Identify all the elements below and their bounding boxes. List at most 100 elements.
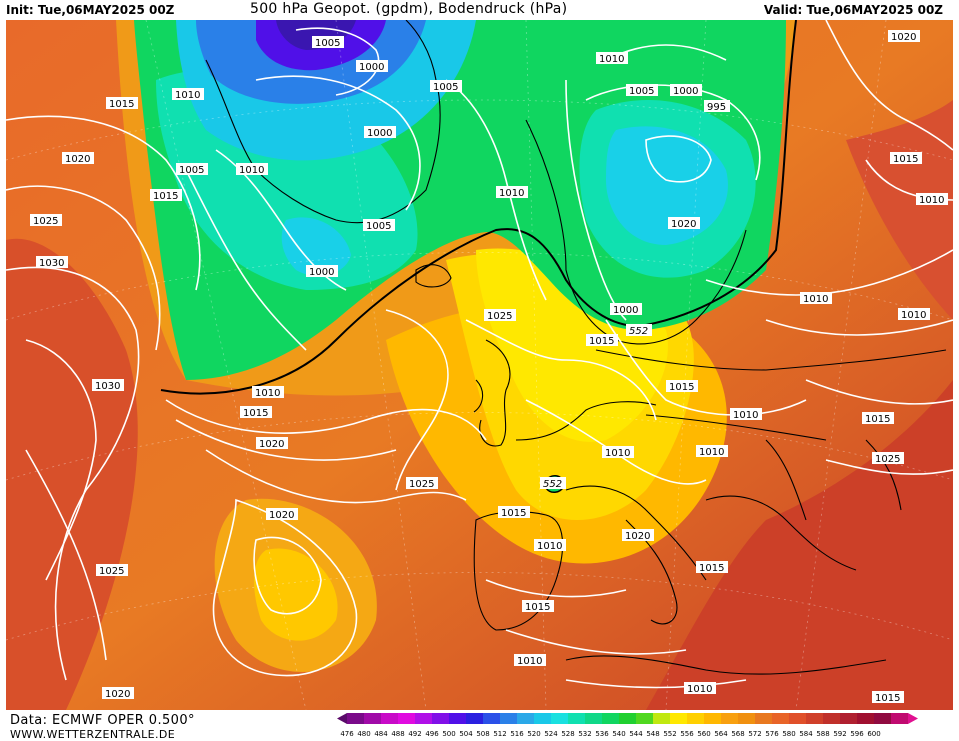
colorbar-tick-labels: 476 480 484 488 492 496 500 504 508 512 516 520 524 5… (340, 730, 880, 738)
isobar-label: 1005 (176, 163, 208, 176)
colorbar-tick-label: 480 (357, 730, 370, 738)
isobar-label: 1015 (240, 406, 272, 419)
colorbar-left-arrow (337, 713, 347, 724)
colorbar-swatch (772, 713, 789, 724)
colorbar-swatch (364, 713, 381, 724)
isobar-label: 1025 (484, 309, 516, 322)
colorbar-swatch (636, 713, 653, 724)
colorbar-tick-label: 532 (578, 730, 591, 738)
colorbar-swatch (874, 713, 891, 724)
svg-text:1000: 1000 (359, 62, 384, 73)
colorbar-tick-label: 492 (408, 730, 421, 738)
colorbar-tick-label: 516 (510, 730, 524, 738)
colorbar-swatch (449, 713, 466, 724)
colorbar-swatch (823, 713, 840, 724)
svg-text:1010: 1010 (687, 684, 712, 695)
isobar-label: 1015 (666, 380, 698, 393)
isobar-label: 1010 (496, 186, 528, 199)
isobar-label: 1015 (106, 97, 138, 110)
isobar-label: 1010 (800, 292, 832, 305)
svg-text:1010: 1010 (517, 656, 542, 667)
contour-552-north (160, 20, 797, 395)
colorbar-tick-label: 556 (680, 730, 694, 738)
colorbar-tick-label: 540 (612, 730, 625, 738)
svg-text:1020: 1020 (671, 219, 696, 230)
colorbar-swatch (891, 713, 908, 724)
colorbar-tick-label: 548 (646, 730, 659, 738)
map-canvas: 1005 1000 1010 1005 1000 1015 1010 1005 … (6, 20, 953, 710)
colorbar-swatch (619, 713, 636, 724)
isobar-label: 1015 (586, 334, 618, 347)
isobar-label: 1025 (406, 477, 438, 490)
colorbar-tick-label: 520 (527, 730, 540, 738)
colorbar-swatch (432, 713, 449, 724)
isobar-label: 1005 (363, 219, 395, 232)
svg-text:1000: 1000 (367, 128, 392, 139)
colorbar-tick-label: 568 (731, 730, 744, 738)
svg-text:1015: 1015 (243, 408, 268, 419)
svg-text:1015: 1015 (865, 414, 890, 425)
isobar-label: 1020 (888, 30, 920, 43)
colorbar-swatch (415, 713, 432, 724)
colorbar-tick-label: 592 (833, 730, 846, 738)
isobar-label: 1000 (356, 60, 388, 73)
colorbar-tick-label: 552 (663, 730, 676, 738)
colorbar-swatch (704, 713, 721, 724)
svg-text:1010: 1010 (733, 410, 758, 421)
isobar-label: 1005 (430, 80, 462, 93)
colorbar-swatch (534, 713, 551, 724)
isobar-label: 1025 (30, 214, 62, 227)
isobar-label: 1005 (626, 84, 658, 97)
colorbar-swatches (337, 713, 918, 724)
colorbar-tick-label: 500 (442, 730, 455, 738)
isobar-label: 1020 (256, 437, 288, 450)
colorbar-tick-label: 508 (476, 730, 489, 738)
isobar-label: 1010 (252, 386, 284, 399)
isobar-label: 552 (540, 477, 566, 490)
website-link[interactable]: WWW.WETTERZENTRALE.DE (10, 728, 176, 741)
isobar-label: 1030 (92, 379, 124, 392)
colorbar-tick-label: 484 (374, 730, 388, 738)
svg-text:1010: 1010 (599, 54, 624, 65)
isobar-label: 1010 (916, 193, 948, 206)
isobar-label: 1010 (898, 308, 930, 321)
isobar-label: 1015 (150, 189, 182, 202)
svg-text:1025: 1025 (875, 454, 900, 465)
colorbar-swatch (840, 713, 857, 724)
svg-text:1005: 1005 (366, 221, 391, 232)
svg-text:1020: 1020 (105, 689, 130, 700)
svg-text:1025: 1025 (99, 566, 124, 577)
svg-text:1005: 1005 (629, 86, 654, 97)
svg-text:1005: 1005 (179, 165, 204, 176)
svg-text:1010: 1010 (605, 448, 630, 459)
colorbar-right-arrow (908, 713, 918, 724)
svg-text:1025: 1025 (409, 479, 434, 490)
colorbar-legend: 476 480 484 488 492 496 500 504 508 512 516 520 524 5… (337, 713, 918, 738)
isobar-label: 1015 (862, 412, 894, 425)
isobar-label: 1000 (306, 265, 338, 278)
field-red-east (846, 100, 953, 320)
colorbar-tick-label: 588 (816, 730, 829, 738)
colorbar-swatch (687, 713, 704, 724)
colorbar-tick-label: 528 (561, 730, 574, 738)
svg-text:1025: 1025 (487, 311, 512, 322)
colorbar-tick-label: 576 (765, 730, 779, 738)
isobar-label: 1010 (730, 408, 762, 421)
colorbar-tick-label: 584 (799, 730, 813, 738)
isobar-label: 1010 (596, 52, 628, 65)
isobar-label: 1010 (684, 682, 716, 695)
svg-text:1010: 1010 (537, 541, 562, 552)
colorbar-swatch (517, 713, 534, 724)
weather-map[interactable]: 1005 1000 1010 1005 1000 1015 1010 1005 … (6, 20, 953, 710)
svg-text:1010: 1010 (919, 195, 944, 206)
svg-text:1000: 1000 (673, 86, 698, 97)
svg-text:1015: 1015 (875, 693, 900, 704)
isobar-label: 1000 (670, 84, 702, 97)
init-time-label: Init: Tue,06MAY2025 00Z (6, 3, 175, 17)
isobar-label: 1020 (62, 152, 94, 165)
chart-title: 500 hPa Geopot. (gpdm), Bodendruck (hPa) (250, 1, 568, 17)
valid-time-label: Valid: Tue,06MAY2025 00Z (763, 3, 943, 17)
svg-text:1000: 1000 (309, 267, 334, 278)
svg-text:552: 552 (543, 479, 562, 490)
colorbar-swatch (398, 713, 415, 724)
